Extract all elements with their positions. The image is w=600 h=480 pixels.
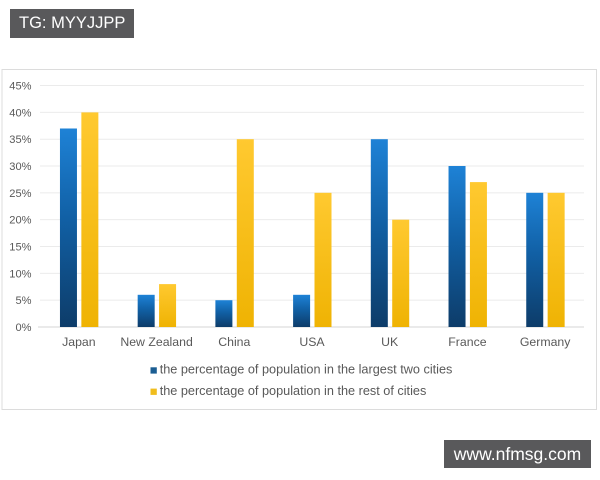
svg-text:40%: 40% [9,107,31,119]
svg-text:USA: USA [299,335,325,349]
svg-text:0%: 0% [15,322,31,334]
svg-text:20%: 20% [9,215,31,227]
svg-text:Germany: Germany [520,335,571,349]
svg-text:the percentage of population i: the percentage of population in the larg… [160,363,453,377]
svg-text:China: China [218,335,250,349]
svg-text:15%: 15% [9,242,31,254]
svg-text:30%: 30% [9,161,31,173]
svg-text:25%: 25% [9,188,31,200]
svg-text:5%: 5% [15,295,31,307]
svg-text:France: France [448,335,486,349]
svg-text:the percentage of population i: the percentage of population in the rest… [160,384,427,398]
svg-text:UK: UK [381,335,399,349]
svg-text:45%: 45% [9,81,31,93]
svg-text:Japan: Japan [62,335,96,349]
svg-text:10%: 10% [9,268,31,280]
svg-text:New Zealand: New Zealand [120,335,193,349]
svg-text:35%: 35% [9,134,31,146]
